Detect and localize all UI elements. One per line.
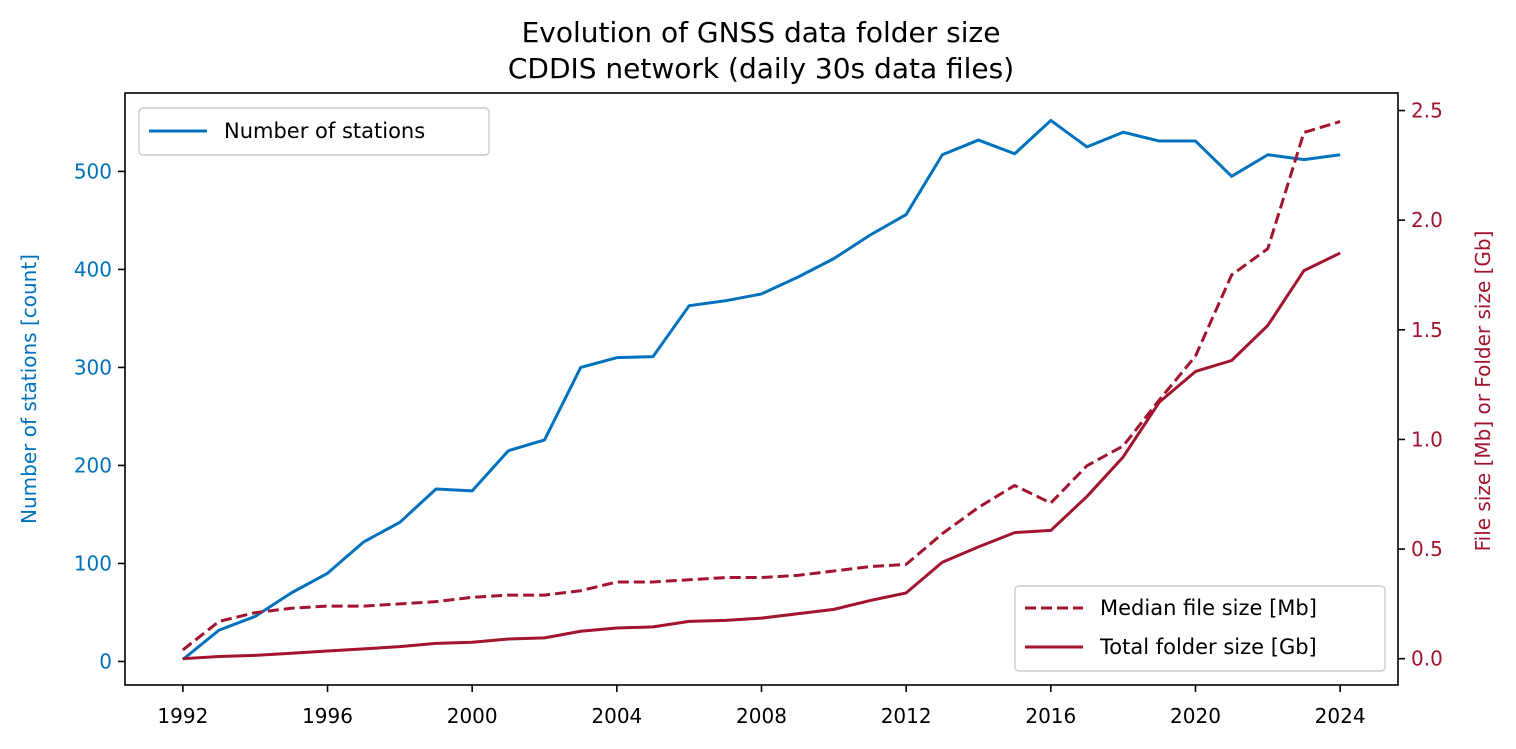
right-y-tick-label-2.0: 2.0: [1411, 208, 1443, 232]
x-tick-label-2012: 2012: [881, 704, 932, 728]
right-y-tick-label-2.5: 2.5: [1411, 99, 1443, 123]
legend-right: Median file size [Mb] Total folder size …: [1014, 585, 1386, 672]
right-y-axis-label: File size [Mb] or Folder size [Gb]: [1471, 231, 1495, 552]
legend-left: Number of stations: [138, 107, 490, 156]
left-y-tick-label-200: 200: [74, 453, 112, 477]
left-y-tick-label-0: 0: [99, 649, 112, 673]
right-y-tick-label-1.5: 1.5: [1411, 318, 1443, 342]
left-y-tick-label-300: 300: [74, 355, 112, 379]
chart-subtitle: CDDIS network (daily 30s data files): [508, 52, 1014, 85]
left-y-tick-label-400: 400: [74, 257, 112, 281]
legend-label-stations: Number of stations: [224, 119, 425, 143]
plot-frame: [124, 92, 1399, 686]
right-y-tick-label-0.0: 0.0: [1411, 647, 1443, 671]
x-tick-label-2000: 2000: [447, 704, 498, 728]
x-tick-label-2004: 2004: [591, 704, 642, 728]
series-layer: [181, 118, 1341, 661]
x-tick-label-2016: 2016: [1025, 704, 1076, 728]
series-line-median-file-size-mb: [181, 120, 1341, 652]
series-line-total-folder-size-gb: [182, 251, 1341, 661]
x-tick-label-2020: 2020: [1170, 704, 1221, 728]
right-y-tick-label-0.5: 0.5: [1411, 537, 1443, 561]
x-tick-label-2024: 2024: [1315, 704, 1366, 728]
series-line-number-of-stations: [181, 118, 1341, 661]
chart-title: Evolution of GNSS data folder size: [522, 16, 1001, 49]
legend-label-median: Median file size [Mb]: [1100, 596, 1317, 620]
x-tick-label-1996: 1996: [302, 704, 353, 728]
x-tick-label-2008: 2008: [736, 704, 787, 728]
axes-layer: 1992 1996 2000 2004 2008 2012 2016 2020 2024 0 100…: [74, 99, 1443, 728]
legend-label-total: Total folder size [Gb]: [1099, 635, 1317, 659]
legend-left-box: [138, 107, 490, 156]
left-y-axis-label: Number of stations [count]: [17, 254, 41, 524]
left-y-tick-label-500: 500: [74, 159, 112, 183]
x-tick-label-1992: 1992: [157, 704, 208, 728]
right-y-tick-label-1.0: 1.0: [1411, 427, 1443, 451]
legend-right-box: [1014, 585, 1386, 672]
left-y-tick-label-100: 100: [74, 551, 112, 575]
